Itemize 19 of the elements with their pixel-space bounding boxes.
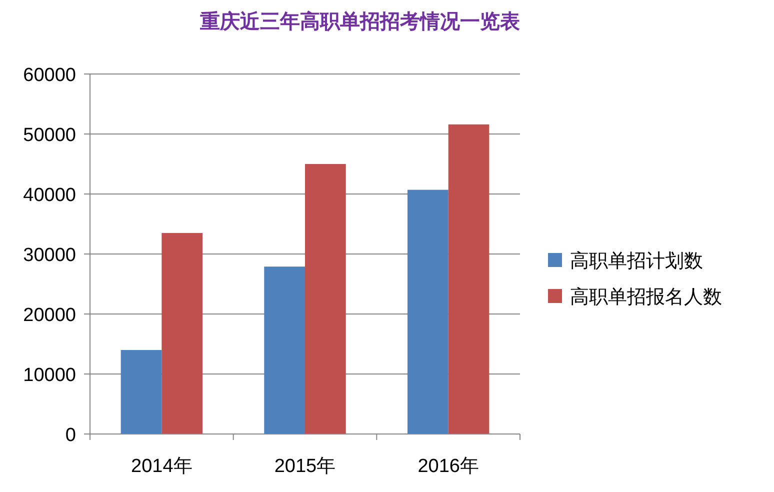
- bar: [448, 124, 490, 434]
- x-tick-label: 2015年: [274, 456, 336, 477]
- x-tick-label: 2014年: [131, 456, 192, 477]
- y-tick-label: 40000: [23, 185, 76, 206]
- y-tick-label: 0: [65, 425, 76, 446]
- bar: [264, 266, 305, 434]
- legend-label: 高职单招报名人数: [570, 286, 722, 308]
- y-tick-label: 30000: [23, 245, 76, 266]
- bar: [162, 233, 203, 434]
- bar: [120, 350, 162, 434]
- y-tick-label: 50000: [23, 125, 76, 146]
- x-tick-label: 2016年: [418, 456, 479, 477]
- y-tick-label: 20000: [23, 305, 76, 326]
- y-tick-label: 10000: [23, 365, 76, 386]
- legend-label: 高职单招计划数: [570, 250, 703, 272]
- bar: [407, 190, 448, 434]
- y-tick-label: 60000: [23, 65, 76, 86]
- bar: [305, 164, 346, 434]
- chart-title: 重庆近三年高职单招招考情况一览表: [199, 10, 520, 33]
